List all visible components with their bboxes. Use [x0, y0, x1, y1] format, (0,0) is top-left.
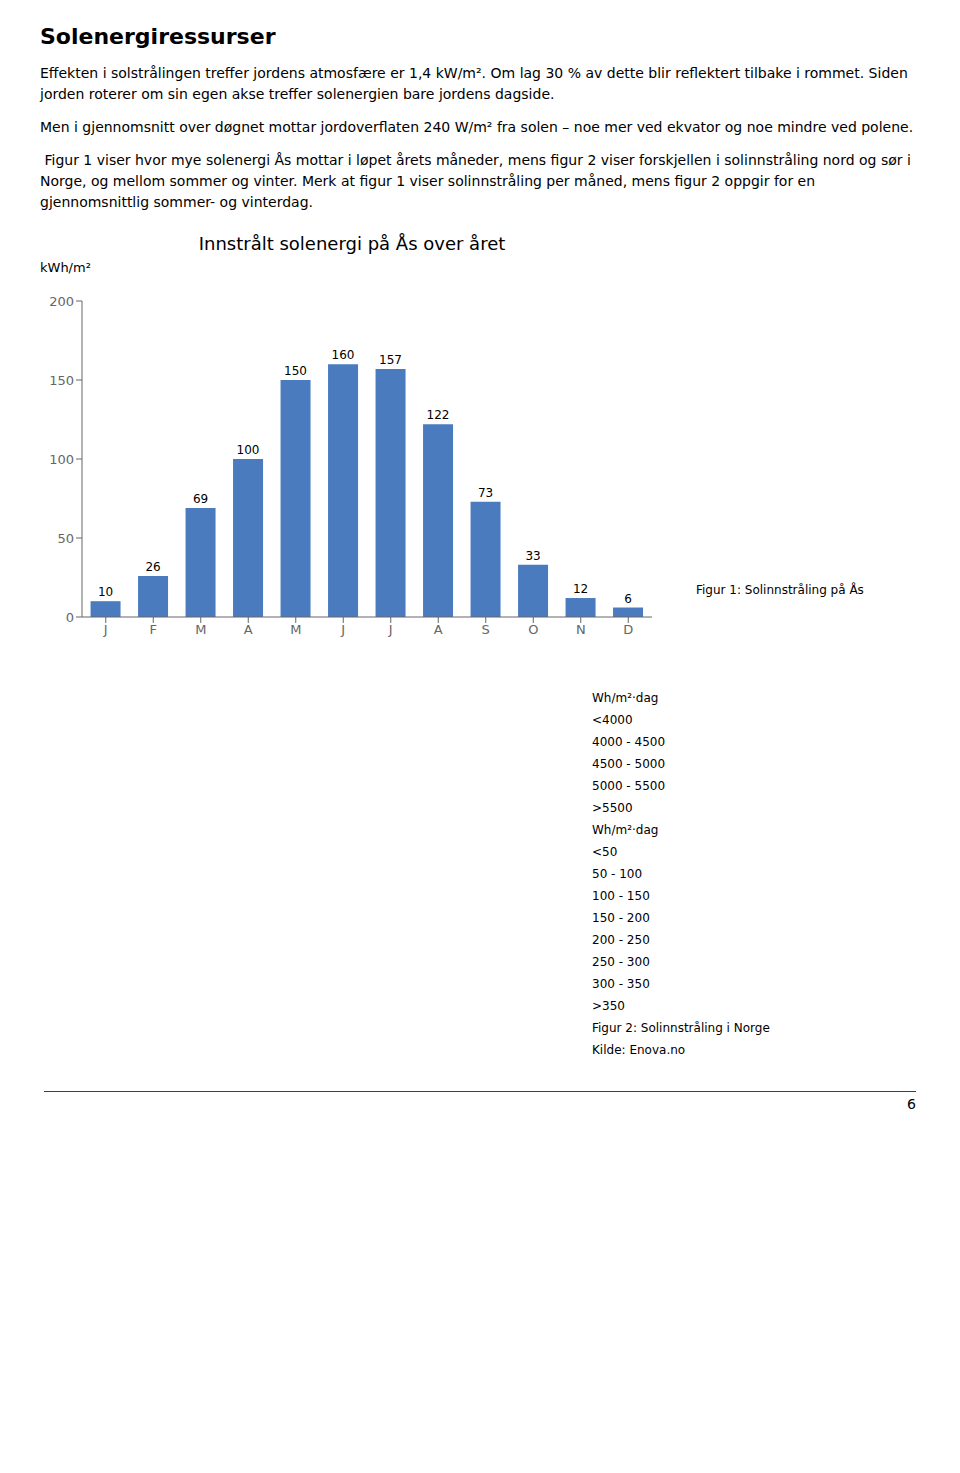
- html-text:5000 - 5500: 5000 - 5500: [592, 779, 665, 793]
- svg-text:A: A: [244, 622, 253, 637]
- svg-text:157: 157: [379, 353, 402, 367]
- svg-text:F: F: [150, 622, 157, 637]
- html-text:100 - 150: 100 - 150: [592, 889, 650, 903]
- html-text:Kilde: Enova.no: Kilde: Enova.no: [592, 1043, 686, 1057]
- html-text:4500 - 5000: 4500 - 5000: [592, 757, 665, 771]
- svg-text:26: 26: [145, 560, 160, 574]
- svg-text:73: 73: [478, 486, 493, 500]
- html-text:Wh/m²·dag: Wh/m²·dag: [592, 823, 659, 837]
- html-text:Figur 1 viser hvor mye solener: Figur 1 viser hvor mye solenergi Ås mott…: [40, 152, 916, 210]
- svg-text:J: J: [340, 622, 345, 637]
- svg-text:N: N: [576, 622, 586, 637]
- svg-text:J: J: [103, 622, 108, 637]
- svg-text:12: 12: [573, 582, 588, 596]
- svg-text:150: 150: [49, 373, 74, 388]
- html-text:4000 - 4500: 4000 - 4500: [592, 735, 665, 749]
- html-text:300 - 350: 300 - 350: [592, 977, 650, 991]
- svg-text:D: D: [623, 622, 633, 637]
- html-text:Effekten i solstrålingen treff: Effekten i solstrålingen treffer jordens…: [40, 65, 913, 102]
- svg-text:J: J: [388, 622, 393, 637]
- svg-text:200: 200: [49, 294, 74, 309]
- html-text:Figur 2: Solinnstråling i Norg: Figur 2: Solinnstråling i Norge: [592, 1021, 770, 1035]
- html-text:Wh/m²·dag: Wh/m²·dag: [592, 691, 659, 705]
- html-text:kWh/m²: kWh/m²: [40, 260, 91, 275]
- svg-text:69: 69: [193, 492, 208, 506]
- svg-text:100: 100: [49, 452, 74, 467]
- html-text:Innstrålt solenergi på Ås over: Innstrålt solenergi på Ås over året: [198, 233, 506, 254]
- svg-text:S: S: [482, 622, 490, 637]
- html-text:6: 6: [907, 1096, 916, 1112]
- html-text:<50: <50: [592, 845, 618, 859]
- html-text:Solenergiressurser: Solenergiressurser: [40, 24, 276, 49]
- html-text:>350: >350: [592, 999, 625, 1013]
- svg-text:O: O: [528, 622, 538, 637]
- html-text:>5500: >5500: [592, 801, 633, 815]
- svg-text:50: 50: [57, 531, 74, 546]
- svg-text:33: 33: [525, 549, 540, 563]
- html-text:Men i gjennomsnitt over døgnet: Men i gjennomsnitt over døgnet mottar jo…: [40, 119, 914, 135]
- svg-text:10: 10: [98, 585, 113, 599]
- svg-text:150: 150: [284, 364, 307, 378]
- svg-text:M: M: [290, 622, 301, 637]
- svg-text:0: 0: [66, 610, 74, 625]
- svg-text:A: A: [434, 622, 443, 637]
- html-text:200 - 250: 200 - 250: [592, 933, 650, 947]
- html-text:250 - 300: 250 - 300: [592, 955, 650, 969]
- html-text:150 - 200: 150 - 200: [592, 911, 650, 925]
- svg-text:6: 6: [624, 592, 632, 606]
- html-text:50 - 100: 50 - 100: [592, 867, 643, 881]
- html-text:Figur 1: Solinnstråling på Ås: Figur 1: Solinnstråling på Ås: [696, 583, 864, 597]
- svg-text:160: 160: [332, 348, 355, 362]
- svg-text:122: 122: [427, 408, 450, 422]
- html-text:<4000: <4000: [592, 713, 633, 727]
- svg-text:100: 100: [237, 443, 260, 457]
- svg-text:M: M: [195, 622, 206, 637]
